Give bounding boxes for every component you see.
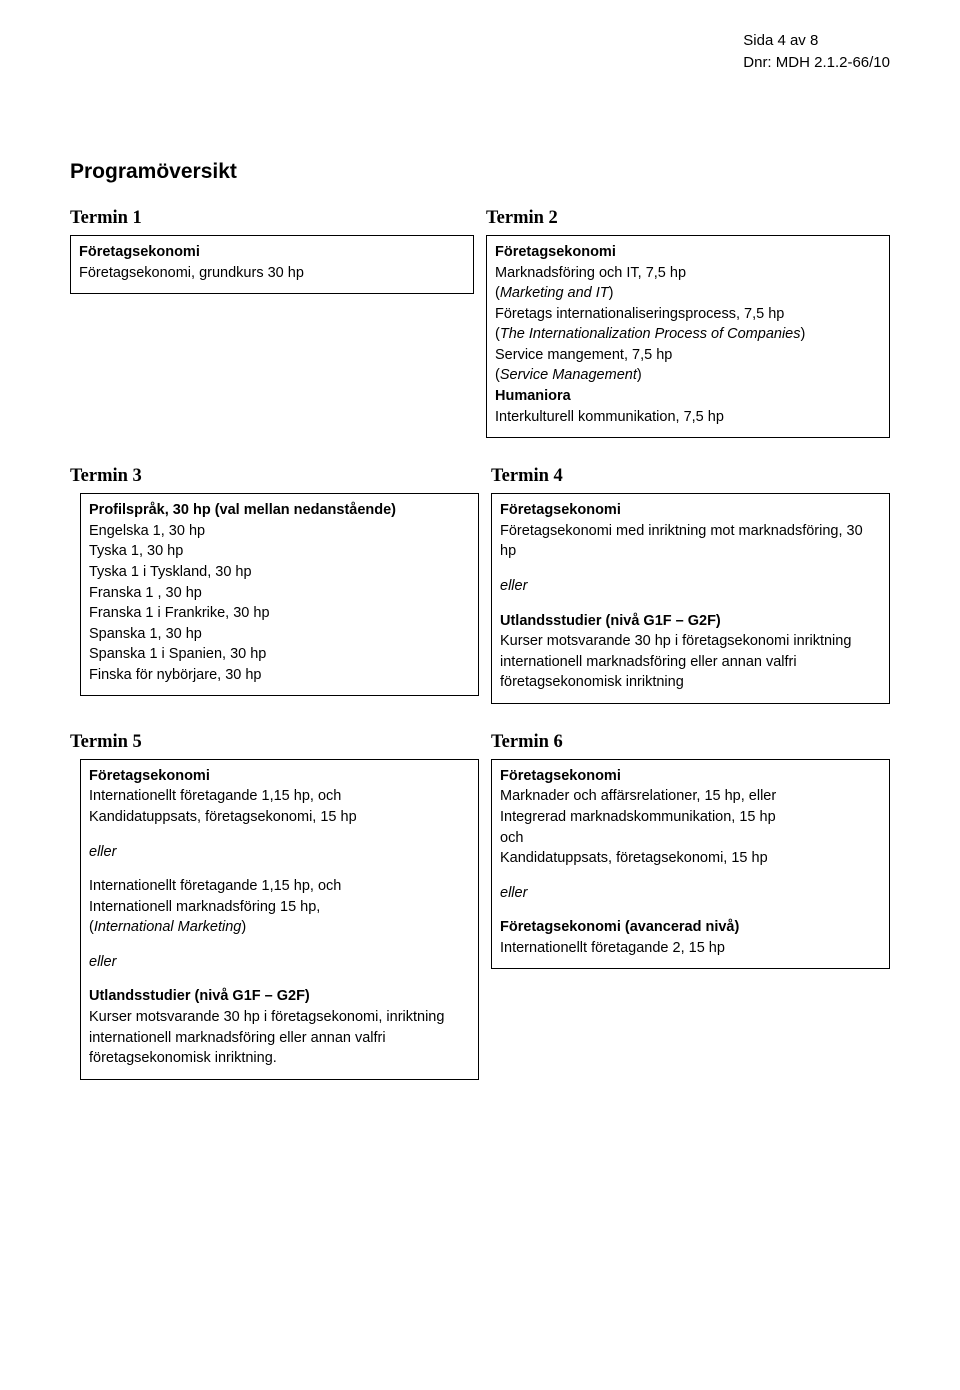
course-line: Marknader och affärsrelationer, 15 hp, e… (500, 786, 881, 807)
term-row-3: Termin 5 Företagsekonomi Internationellt… (70, 732, 890, 1080)
course-line: (International Marketing) (89, 917, 470, 938)
course-line: Företagsekonomi med inriktning mot markn… (500, 521, 881, 562)
course-line: Spanska 1 i Spanien, 30 hp (89, 644, 470, 665)
termin-1-heading: Termin 1 (70, 208, 474, 229)
course-line: Internationellt företagande 2, 15 hp (500, 938, 881, 959)
termin-3-heading: Termin 3 (70, 466, 479, 487)
course-line: Kurser motsvarande 30 hp i företagsekono… (89, 1007, 470, 1069)
subject-label: Företagsekonomi (avancerad nivå) (500, 917, 881, 938)
course-line: Tyska 1 i Tyskland, 30 hp (89, 562, 470, 583)
course-line: Spanska 1, 30 hp (89, 624, 470, 645)
course-line: Franska 1 i Frankrike, 30 hp (89, 603, 470, 624)
termin-6-box: Företagsekonomi Marknader och affärsrela… (491, 759, 890, 970)
course-line: Interkulturell kommunikation, 7,5 hp (495, 407, 881, 428)
eller-label: eller (500, 576, 881, 597)
course-line: (Marketing and IT) (495, 283, 881, 304)
term-row-2: Termin 3 Profilspråk, 30 hp (val mellan … (70, 466, 890, 704)
termin-6-heading: Termin 6 (491, 732, 890, 753)
subject-label: Företagsekonomi (79, 242, 465, 263)
course-line: Finska för nybörjare, 30 hp (89, 665, 470, 686)
course-line: Internationellt företagande 1,15 hp, och (89, 876, 470, 897)
subject-label: Företagsekonomi (500, 500, 881, 521)
subject-label: Företagsekonomi (500, 766, 881, 787)
termin-3-box: Profilspråk, 30 hp (val mellan nedanståe… (80, 493, 479, 696)
dnr-number: Dnr: MDH 2.1.2-66/10 (743, 52, 890, 74)
termin-2-box: Företagsekonomi Marknadsföring och IT, 7… (486, 235, 890, 438)
course-line: Service mangement, 7,5 hp (495, 345, 881, 366)
eller-label: eller (89, 952, 470, 973)
course-line: Internationell marknadsföring 15 hp, (89, 897, 470, 918)
termin-5-box: Företagsekonomi Internationellt företaga… (80, 759, 479, 1080)
course-line: Kandidatuppsats, företagsekonomi, 15 hp (500, 848, 881, 869)
course-line: Företags internationaliseringsprocess, 7… (495, 304, 881, 325)
course-line: Kandidatuppsats, företagsekonomi, 15 hp (89, 807, 470, 828)
subject-label: Företagsekonomi (495, 242, 881, 263)
course-line: Engelska 1, 30 hp (89, 521, 470, 542)
course-line: och (500, 828, 881, 849)
course-line: Internationellt företagande 1,15 hp, och (89, 786, 470, 807)
subheading: Utlandsstudier (nivå G1F – G2F) (500, 611, 881, 632)
course-line: (The Internationalization Process of Com… (495, 324, 881, 345)
eller-label: eller (89, 842, 470, 863)
course-line: Tyska 1, 30 hp (89, 541, 470, 562)
course-line: Kurser motsvarande 30 hp i företagsekono… (500, 631, 881, 693)
course-line: Marknadsföring och IT, 7,5 hp (495, 263, 881, 284)
page-title: Programöversikt (70, 160, 890, 184)
course-line: (Service Management) (495, 365, 881, 386)
term-row-1: Termin 1 Företagsekonomi Företagsekonomi… (70, 208, 890, 438)
subject-label: Företagsekonomi (89, 766, 470, 787)
subject-label: Humaniora (495, 386, 881, 407)
page-number: Sida 4 av 8 (743, 30, 890, 52)
termin-4-box: Företagsekonomi Företagsekonomi med inri… (491, 493, 890, 704)
course-line: Företagsekonomi, grundkurs 30 hp (79, 263, 465, 284)
termin-1-box: Företagsekonomi Företagsekonomi, grundku… (70, 235, 474, 294)
termin-5-heading: Termin 5 (70, 732, 479, 753)
course-line: Franska 1 , 30 hp (89, 583, 470, 604)
subheading: Utlandsstudier (nivå G1F – G2F) (89, 986, 470, 1007)
eller-label: eller (500, 883, 881, 904)
termin-4-heading: Termin 4 (491, 466, 890, 487)
subheading: Profilspråk, 30 hp (val mellan nedanståe… (89, 500, 470, 521)
termin-2-heading: Termin 2 (486, 208, 890, 229)
page-header: Sida 4 av 8 Dnr: MDH 2.1.2-66/10 (743, 30, 890, 74)
course-line: Integrerad marknadskommunikation, 15 hp (500, 807, 881, 828)
